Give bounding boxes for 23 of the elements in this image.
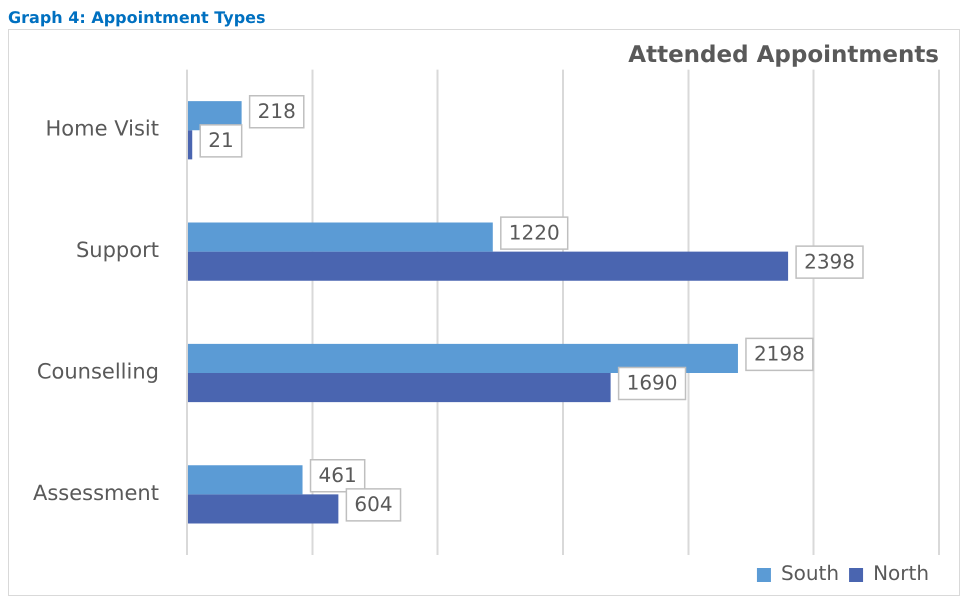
data-label: 1690 [626, 370, 678, 395]
data-label: 2198 [754, 342, 805, 366]
data-label: 218 [258, 98, 296, 123]
data-label: 2398 [804, 249, 855, 274]
chart-title: Graph 4: Appointment Types [8, 8, 267, 27]
legend-label: North [873, 561, 929, 586]
data-label: 604 [354, 492, 393, 516]
bar [188, 494, 338, 524]
y-tick-label: Assessment [32, 480, 159, 505]
y-tick-label: Counselling [36, 359, 159, 384]
y-tick-label: Home Visit [46, 116, 159, 141]
chart-subtitle: Attended Appointments [628, 42, 939, 68]
bar [188, 222, 493, 252]
bar [188, 465, 303, 494]
data-label: 461 [318, 462, 357, 487]
bar [188, 344, 738, 373]
bar [188, 372, 611, 402]
legend-label: South [780, 561, 840, 586]
data-label: 21 [208, 128, 234, 152]
data-label: 1220 [508, 220, 560, 244]
bar [188, 252, 788, 281]
y-tick-label: Support [76, 238, 159, 262]
bar [188, 130, 192, 160]
